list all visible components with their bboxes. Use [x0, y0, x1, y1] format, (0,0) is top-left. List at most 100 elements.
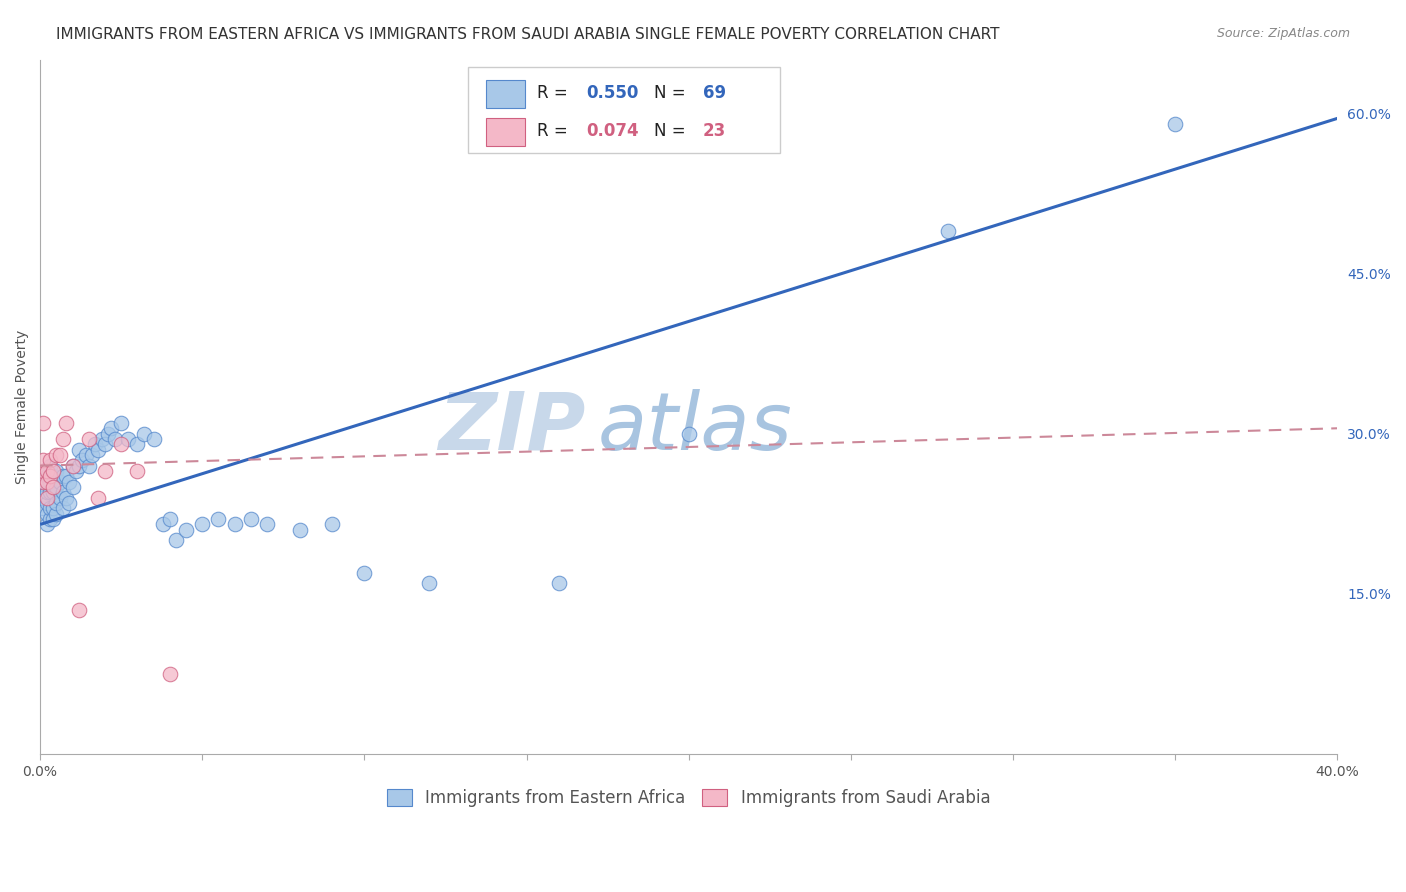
- Point: [42, 485, 65, 500]
- Text: R =: R =: [537, 122, 574, 140]
- Point: [152, 517, 174, 532]
- Point: [32, 464, 55, 478]
- Point: [127, 437, 149, 451]
- Text: N =: N =: [654, 122, 690, 140]
- Point: [191, 517, 214, 532]
- Point: [45, 480, 67, 494]
- Point: [288, 523, 311, 537]
- Point: [35, 507, 58, 521]
- Text: 0.074: 0.074: [586, 122, 638, 140]
- Point: [84, 437, 107, 451]
- Point: [678, 426, 700, 441]
- Point: [77, 432, 100, 446]
- Text: IMMIGRANTS FROM EASTERN AFRICA VS IMMIGRANTS FROM SAUDI ARABIA SINGLE FEMALE POV: IMMIGRANTS FROM EASTERN AFRICA VS IMMIGR…: [56, 27, 1000, 42]
- Point: [48, 475, 70, 489]
- Point: [132, 426, 155, 441]
- Point: [52, 432, 75, 446]
- Point: [58, 475, 80, 489]
- Point: [110, 416, 132, 430]
- Point: [72, 453, 94, 467]
- Point: [75, 448, 97, 462]
- Point: [42, 469, 65, 483]
- Point: [67, 442, 90, 457]
- Point: [62, 480, 84, 494]
- Point: [32, 453, 55, 467]
- Point: [353, 566, 375, 580]
- Point: [52, 469, 75, 483]
- Point: [239, 512, 262, 526]
- Point: [35, 464, 58, 478]
- Point: [418, 576, 440, 591]
- Point: [38, 485, 60, 500]
- Point: [48, 491, 70, 505]
- Point: [94, 464, 117, 478]
- Point: [142, 432, 165, 446]
- Point: [42, 464, 65, 478]
- Point: [224, 517, 246, 532]
- Text: 0.550: 0.550: [586, 85, 638, 103]
- Point: [58, 496, 80, 510]
- Point: [35, 469, 58, 483]
- Point: [35, 485, 58, 500]
- Point: [548, 576, 571, 591]
- Point: [104, 432, 127, 446]
- Point: [42, 512, 65, 526]
- Point: [90, 432, 112, 446]
- Point: [55, 469, 77, 483]
- Point: [32, 416, 55, 430]
- Point: [55, 491, 77, 505]
- Point: [321, 517, 343, 532]
- Point: [62, 458, 84, 473]
- Point: [55, 416, 77, 430]
- Point: [38, 501, 60, 516]
- Point: [38, 453, 60, 467]
- Point: [45, 507, 67, 521]
- Point: [159, 667, 181, 681]
- Point: [52, 485, 75, 500]
- Text: atlas: atlas: [598, 389, 793, 467]
- Point: [174, 523, 197, 537]
- Point: [32, 501, 55, 516]
- FancyBboxPatch shape: [486, 80, 526, 108]
- Point: [127, 464, 149, 478]
- Point: [165, 533, 187, 548]
- Point: [35, 517, 58, 532]
- Point: [32, 464, 55, 478]
- Point: [80, 448, 103, 462]
- Point: [159, 512, 181, 526]
- Point: [936, 223, 959, 237]
- Point: [35, 496, 58, 510]
- FancyBboxPatch shape: [468, 67, 779, 153]
- Point: [38, 512, 60, 526]
- Point: [94, 437, 117, 451]
- Point: [256, 517, 278, 532]
- Point: [35, 475, 58, 489]
- Point: [45, 496, 67, 510]
- Point: [48, 448, 70, 462]
- Text: 23: 23: [703, 122, 727, 140]
- Point: [97, 426, 120, 441]
- Point: [35, 491, 58, 505]
- Point: [67, 458, 90, 473]
- Point: [77, 458, 100, 473]
- Point: [38, 458, 60, 473]
- Text: Source: ZipAtlas.com: Source: ZipAtlas.com: [1216, 27, 1350, 40]
- Legend: Immigrants from Eastern Africa, Immigrants from Saudi Arabia: Immigrants from Eastern Africa, Immigran…: [378, 780, 998, 815]
- Point: [117, 432, 139, 446]
- Text: N =: N =: [654, 85, 690, 103]
- Point: [52, 501, 75, 516]
- Point: [67, 603, 90, 617]
- Point: [38, 475, 60, 489]
- Point: [38, 469, 60, 483]
- Point: [45, 448, 67, 462]
- Y-axis label: Single Female Poverty: Single Female Poverty: [15, 330, 30, 484]
- Text: 69: 69: [703, 85, 725, 103]
- Point: [32, 475, 55, 489]
- Point: [42, 501, 65, 516]
- Point: [65, 464, 87, 478]
- Point: [32, 475, 55, 489]
- Text: R =: R =: [537, 85, 574, 103]
- Point: [100, 421, 122, 435]
- Point: [45, 464, 67, 478]
- FancyBboxPatch shape: [486, 118, 526, 145]
